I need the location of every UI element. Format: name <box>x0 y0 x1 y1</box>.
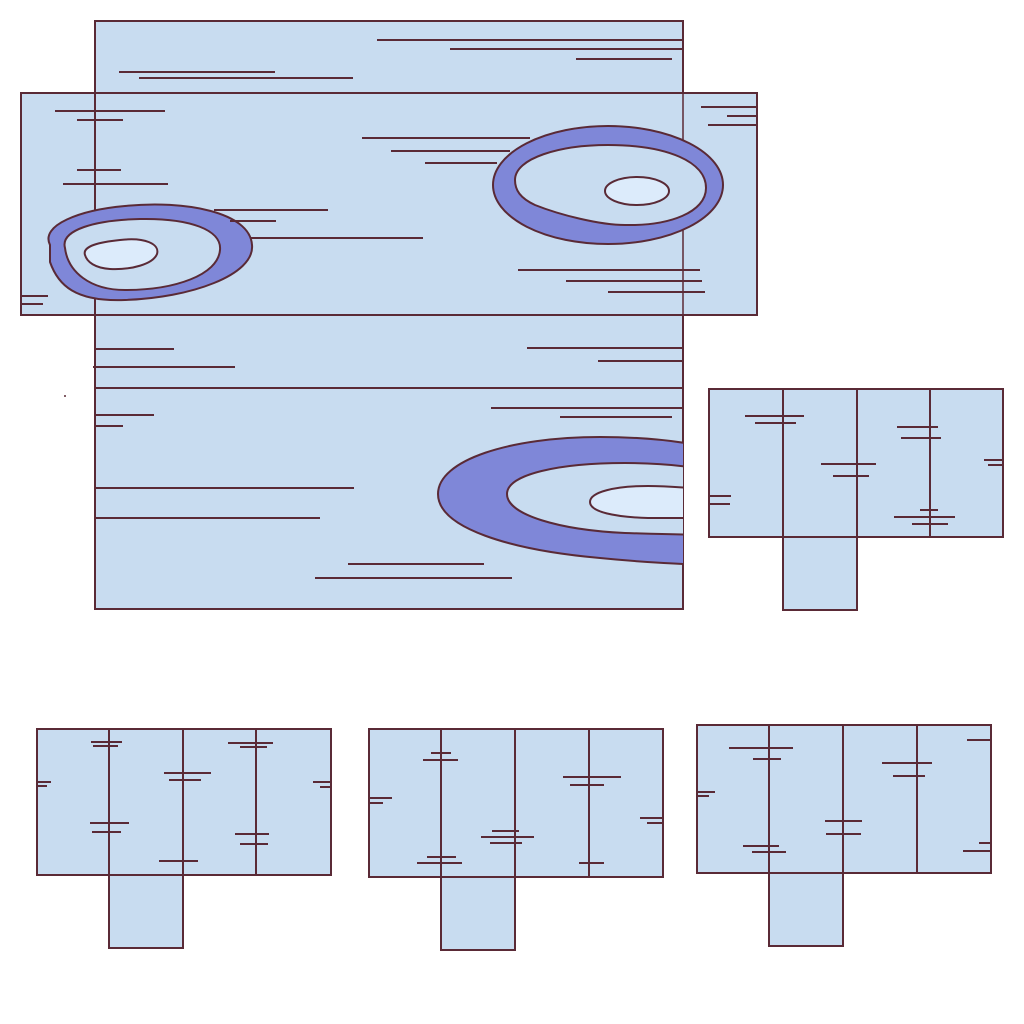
small-diagram-tab <box>440 876 516 951</box>
main-drawing <box>20 20 758 610</box>
small-diagram-tab <box>782 536 858 611</box>
small-diagram-bottom-left <box>36 728 332 949</box>
small-diagram-bottom-right <box>696 724 992 947</box>
contour-core <box>604 176 670 206</box>
contour-core <box>588 484 683 519</box>
small-diagram-tab <box>768 872 844 947</box>
contour-blob-bottom-right <box>436 435 683 566</box>
reference-lines <box>21 39 756 579</box>
small-diagram-tab <box>108 874 184 949</box>
contour-core <box>83 238 159 271</box>
stray-dot <box>64 395 66 397</box>
small-diagram-right <box>708 388 1004 611</box>
contour-blob-right <box>492 125 724 245</box>
contour-blob-left <box>47 203 254 302</box>
small-diagram-bottom-middle <box>368 728 664 951</box>
